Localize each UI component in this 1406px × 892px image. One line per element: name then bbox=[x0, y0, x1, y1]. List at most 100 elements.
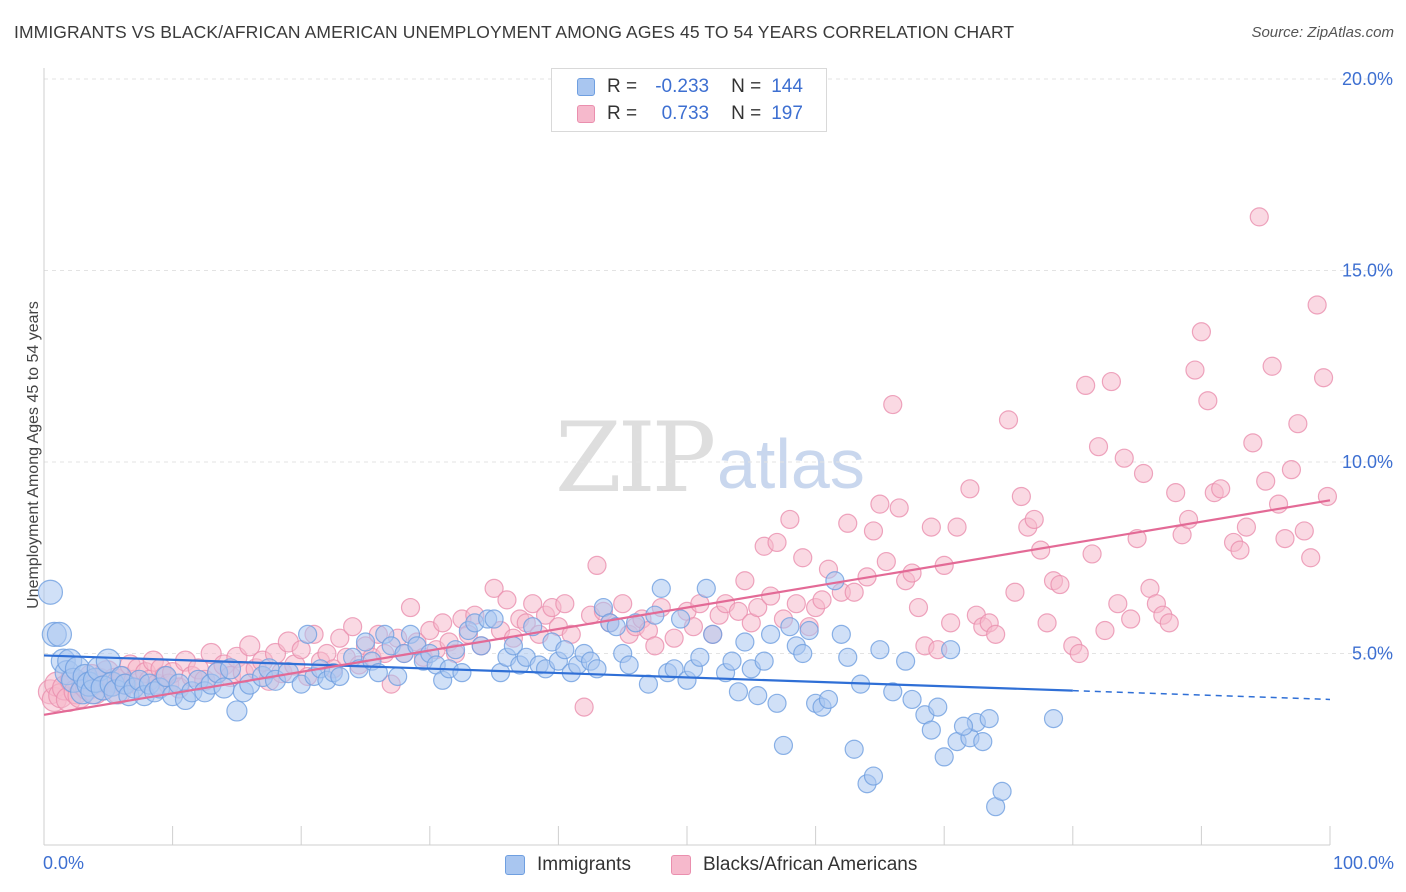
legend-r-label: R = bbox=[607, 76, 638, 97]
immigrants-point bbox=[735, 632, 755, 652]
immigrants-point bbox=[722, 651, 742, 671]
immigrants-point bbox=[793, 643, 813, 664]
x-tick-min: 0.0% bbox=[43, 853, 85, 873]
immigrants-point bbox=[471, 636, 491, 656]
black-point bbox=[1230, 540, 1250, 560]
black-point bbox=[1185, 360, 1205, 380]
immigrants-point bbox=[670, 609, 691, 629]
black-point bbox=[1108, 594, 1128, 614]
black-point bbox=[523, 594, 543, 614]
black-legend-swatch bbox=[671, 855, 691, 875]
immigrants-point bbox=[484, 609, 504, 629]
black-point bbox=[1243, 433, 1263, 453]
immigrants-point bbox=[368, 663, 388, 683]
black-point bbox=[1262, 356, 1282, 376]
black-point bbox=[343, 617, 363, 637]
legend-row-immigrants: R = -0.233 N = 144 bbox=[552, 74, 803, 100]
black-point bbox=[239, 635, 261, 657]
black-point bbox=[1281, 460, 1302, 480]
source-label: Source: ZipAtlas.com bbox=[1251, 24, 1394, 41]
immigrants-point bbox=[973, 731, 993, 752]
bottom-legend-black: Blacks/African Americans bbox=[671, 852, 917, 878]
immigrants-point bbox=[818, 689, 839, 710]
black-point bbox=[735, 571, 755, 591]
immigrants-point bbox=[760, 624, 781, 644]
black-point bbox=[330, 628, 350, 648]
immigrants-point bbox=[979, 709, 999, 729]
legend-r-value: -0.233 bbox=[655, 76, 710, 97]
legend-r-label: R = bbox=[607, 103, 638, 124]
immigrants-point bbox=[863, 766, 884, 786]
immigrants-point bbox=[638, 674, 659, 694]
legend-n-value: 197 bbox=[771, 103, 803, 124]
immigrants-point bbox=[921, 720, 941, 740]
black-point bbox=[889, 498, 909, 518]
black-point bbox=[1236, 517, 1257, 537]
black-point bbox=[728, 601, 749, 621]
black-point bbox=[1307, 295, 1327, 315]
black-point bbox=[1005, 582, 1025, 602]
immigrants-legend-label: Immigrants bbox=[537, 854, 631, 875]
immigrants-point bbox=[799, 620, 819, 641]
black-point bbox=[986, 624, 1006, 644]
legend-row-black: R = 0.733 N = 197 bbox=[552, 101, 803, 127]
black-point bbox=[838, 513, 858, 533]
immigrants-point bbox=[523, 617, 543, 637]
black-point bbox=[433, 613, 453, 633]
black-trend-line bbox=[43, 499, 1331, 716]
immigrants-point bbox=[555, 640, 575, 660]
black-legend-label: Blacks/African Americans bbox=[703, 854, 918, 875]
immigrants-point bbox=[330, 666, 350, 687]
immigrants-point bbox=[445, 640, 466, 660]
black-point bbox=[1037, 613, 1057, 633]
black-point bbox=[1301, 548, 1321, 568]
black-point bbox=[1076, 375, 1096, 395]
immigrants-point bbox=[703, 624, 723, 644]
immigrants-point bbox=[690, 647, 710, 667]
black-swatch bbox=[577, 105, 595, 123]
legend-n-label: N = bbox=[731, 103, 762, 124]
immigrants-point bbox=[754, 651, 774, 671]
black-point bbox=[1095, 620, 1115, 641]
black-point bbox=[960, 479, 980, 499]
black-point bbox=[1256, 471, 1276, 491]
black-point bbox=[1288, 414, 1308, 434]
black-point bbox=[555, 594, 575, 614]
black-point bbox=[1191, 322, 1212, 342]
immigrants-point bbox=[831, 624, 851, 644]
black-point bbox=[793, 548, 813, 568]
black-point bbox=[908, 597, 929, 618]
black-point bbox=[1198, 391, 1218, 411]
black-point bbox=[484, 578, 504, 598]
immigrants-point bbox=[953, 716, 974, 736]
immigrants-point bbox=[46, 621, 73, 647]
black-point bbox=[1024, 509, 1044, 530]
black-point bbox=[748, 597, 768, 618]
watermark-atlas: atlas bbox=[717, 425, 865, 503]
black-point bbox=[863, 521, 884, 541]
immigrants-point bbox=[619, 655, 639, 675]
watermark-zip: ZIP bbox=[555, 402, 716, 514]
black-point bbox=[1159, 613, 1179, 633]
black-point bbox=[574, 697, 594, 717]
black-point bbox=[844, 582, 864, 602]
immigrants-point bbox=[941, 640, 961, 660]
black-point bbox=[645, 636, 665, 656]
black-point bbox=[998, 410, 1019, 430]
immigrants-swatch bbox=[577, 78, 595, 96]
legend-r-value: 0.733 bbox=[661, 103, 710, 124]
black-point bbox=[1050, 574, 1070, 595]
immigrants-point bbox=[896, 651, 916, 671]
y-tick-label: 5.0% bbox=[1352, 644, 1393, 664]
chart-title: IMMIGRANTS VS BLACK/AFRICAN AMERICAN UNE… bbox=[14, 22, 1015, 42]
legend-n-value: 144 bbox=[771, 76, 803, 97]
immigrants-point bbox=[773, 735, 794, 756]
bottom-legend-immigrants: Immigrants bbox=[505, 852, 631, 878]
immigrants-point bbox=[883, 682, 903, 702]
immigrants-point bbox=[355, 632, 376, 652]
immigrants-point bbox=[1043, 709, 1064, 729]
black-point bbox=[941, 613, 961, 633]
immigrants-point bbox=[388, 666, 408, 687]
black-point bbox=[1114, 448, 1134, 468]
